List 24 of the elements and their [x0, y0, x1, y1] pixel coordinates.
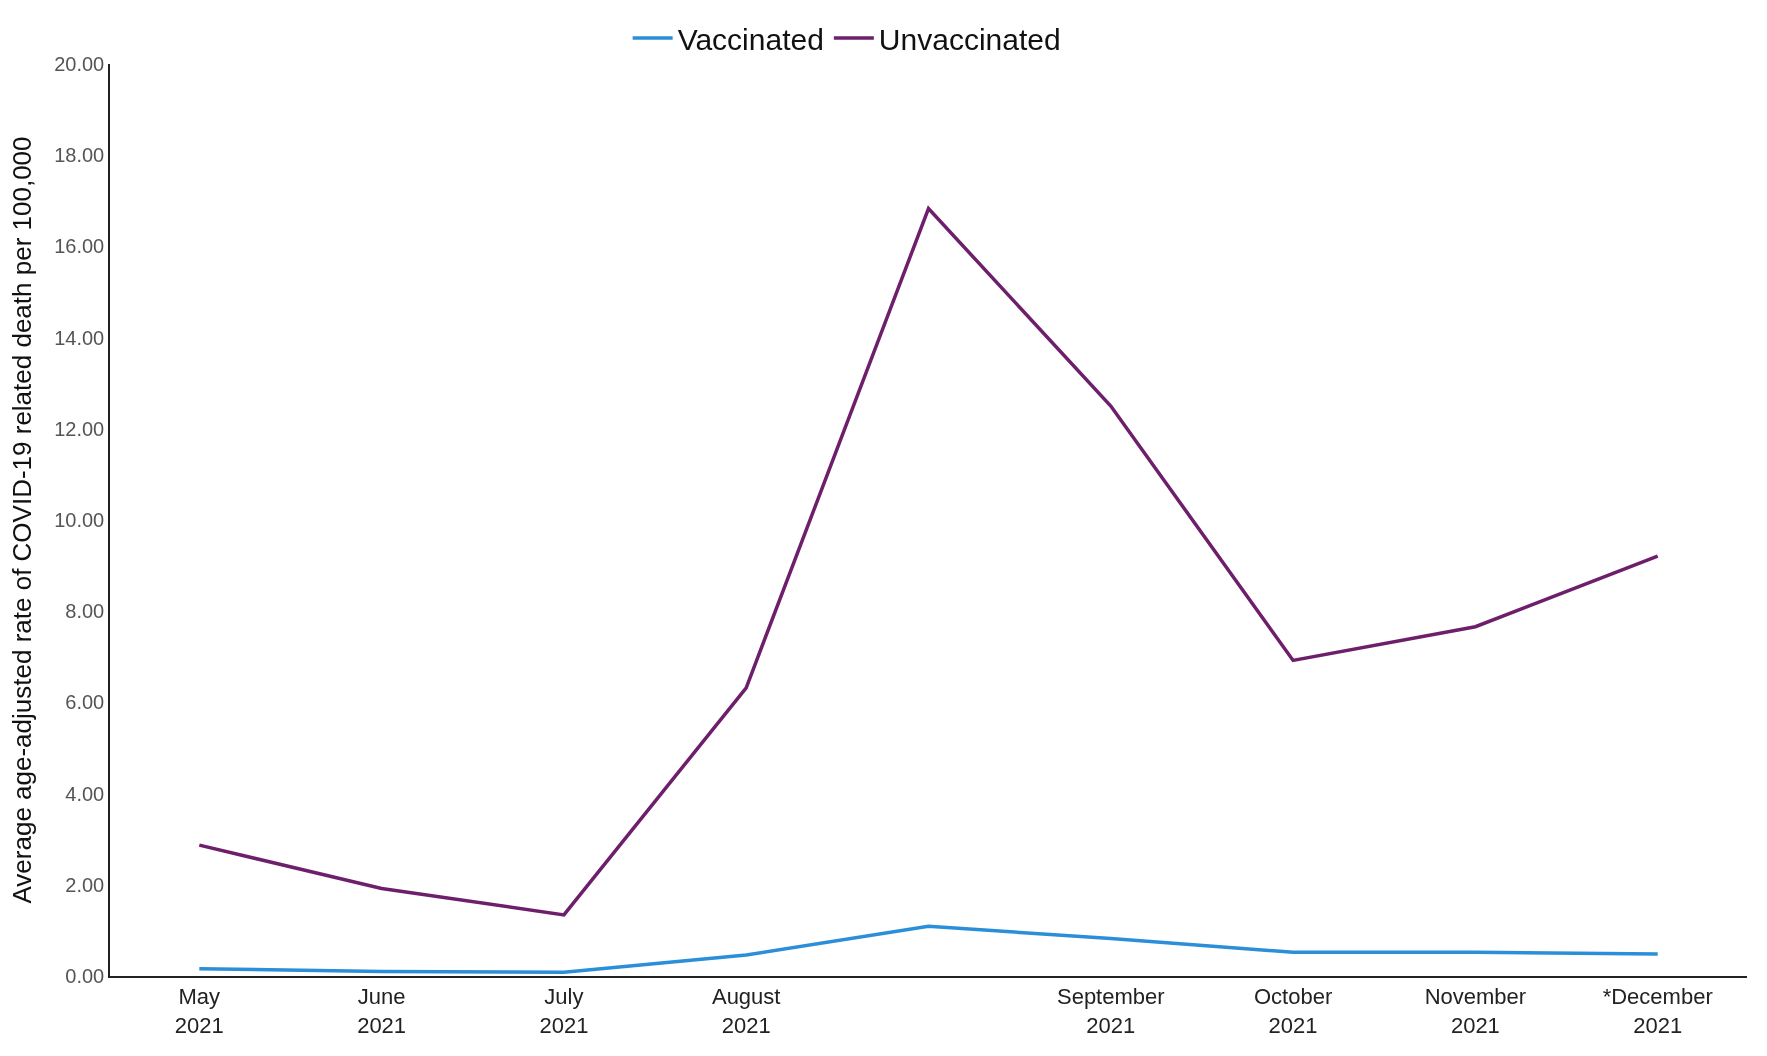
x-tick-label: July 2021 [539, 984, 589, 1038]
y-tick-label: 8.00 [65, 600, 105, 623]
x-tick-label: September 2021 [1056, 984, 1165, 1038]
y-tick-label: 10.00 [54, 509, 105, 531]
x-tick-label: August 2021 [711, 984, 781, 1038]
line-series [197, 206, 1660, 917]
y-tick-label: 2.00 [65, 873, 105, 896]
legend-label: Unvaccinated [878, 22, 1061, 56]
x-tick-label: May 2021 [174, 984, 224, 1038]
y-tick-label: 0.00 [65, 965, 105, 987]
x-tick-label: October 2021 [1253, 984, 1333, 1038]
y-tick-label: 6.00 [65, 691, 105, 714]
x-tick-label: June 2021 [357, 984, 407, 1038]
x-tick-label: *December 2021 [1602, 984, 1713, 1038]
y-tick-label: 20.00 [54, 53, 105, 75]
y-tick-label: 4.00 [65, 782, 105, 805]
y-axis-title: Average age-adjusted rate of COVID-19 related death per 100,000 [7, 136, 38, 904]
y-tick-label: 16.00 [54, 235, 105, 258]
line-series [197, 924, 1660, 975]
y-tick-label: 14.00 [54, 326, 105, 349]
y-tick-label: 18.00 [54, 144, 105, 167]
y-tick-label: 12.00 [54, 417, 105, 440]
legend-label: Vaccinated [677, 22, 824, 56]
x-tick-label: November 2021 [1424, 984, 1527, 1038]
